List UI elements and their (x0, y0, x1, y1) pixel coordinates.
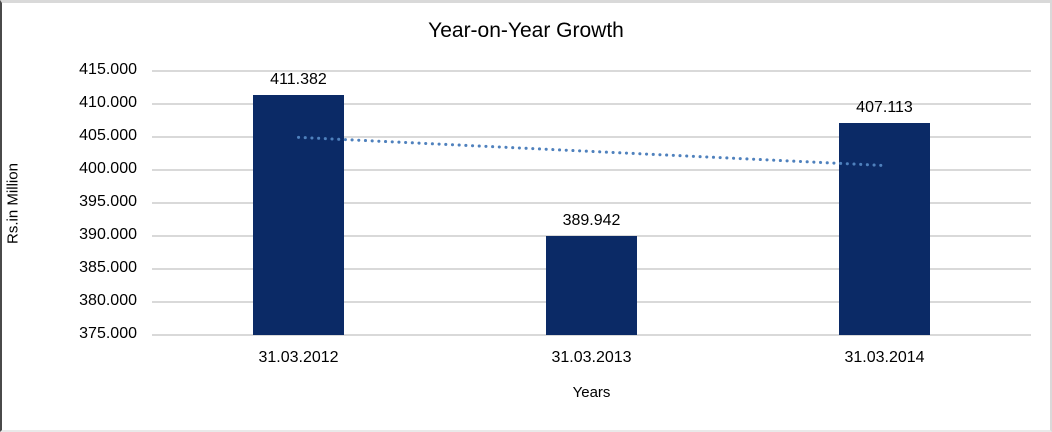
y-axis-tick-label: 375.000 (79, 325, 137, 342)
gridline (152, 103, 1031, 105)
y-axis-tick-label: 390.000 (79, 226, 137, 243)
x-axis-tick-label: 31.03.2013 (551, 349, 632, 366)
y-axis-tick-label: 410.000 (79, 94, 137, 111)
gridline (152, 235, 1031, 237)
bar-data-label: 407.113 (856, 99, 913, 117)
x-axis-title: Years (572, 384, 611, 401)
gridline (152, 70, 1031, 72)
bar-data-label: 411.382 (270, 70, 327, 88)
y-axis-tick-label: 405.000 (79, 127, 137, 144)
bar-31.03.2014 (839, 123, 930, 335)
y-axis-tick-label: 415.000 (79, 61, 137, 78)
bar-31.03.2013 (546, 236, 637, 335)
bar-31.03.2012 (253, 94, 344, 335)
y-axis-title: Rs.in Million (4, 163, 22, 244)
gridline (152, 169, 1031, 171)
y-axis-tick-label: 385.000 (79, 259, 137, 276)
chart-title: Year-on-Year Growth (428, 19, 624, 42)
bar-data-label: 389.942 (562, 212, 621, 230)
y-axis-tick-label: 380.000 (79, 292, 137, 309)
gridline (152, 202, 1031, 204)
gridline (152, 334, 1031, 336)
x-axis-tick-label: 31.03.2014 (844, 349, 925, 366)
trendline-path (297, 135, 886, 168)
x-axis-tick-label: 31.03.2012 (258, 349, 339, 366)
y-axis-tick-label: 395.000 (79, 193, 137, 210)
y-axis-tick-label: 400.000 (79, 160, 137, 177)
